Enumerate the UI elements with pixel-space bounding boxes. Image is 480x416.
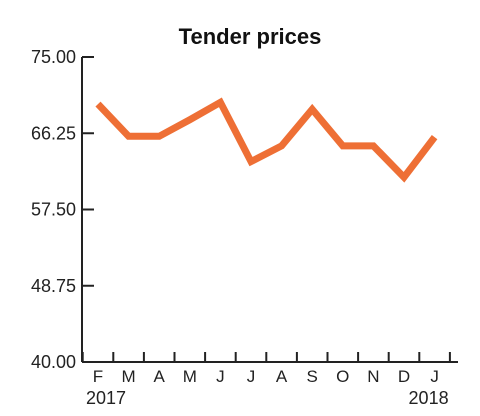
y-tick-label: 75.00	[31, 47, 76, 67]
x-tick-label: M	[183, 367, 197, 386]
y-tick-label: 40.00	[31, 352, 76, 372]
year-label: 2017	[86, 388, 126, 408]
series-line	[95, 97, 438, 183]
x-tick-label: A	[154, 367, 166, 386]
x-tick-label: J	[216, 367, 225, 386]
y-tick-label: 66.25	[31, 123, 76, 143]
x-tick-label: F	[93, 367, 103, 386]
series-group	[95, 97, 438, 183]
chart-title: Tender prices	[179, 24, 322, 49]
x-tick-label: N	[367, 367, 379, 386]
x-tick-label: S	[307, 367, 318, 386]
x-tick-label: J	[247, 367, 256, 386]
x-tick-label: J	[430, 367, 439, 386]
y-tick-label: 57.50	[31, 200, 76, 220]
x-tick-label: O	[336, 367, 349, 386]
x-tick-label: D	[398, 367, 410, 386]
y-axis: 75.00 66.25 57.50 48.75 40.00	[31, 47, 94, 372]
x-tick-label: A	[276, 367, 288, 386]
x-tick-label: M	[122, 367, 136, 386]
y-tick-label: 48.75	[31, 276, 76, 296]
year-label: 2018	[409, 388, 449, 408]
